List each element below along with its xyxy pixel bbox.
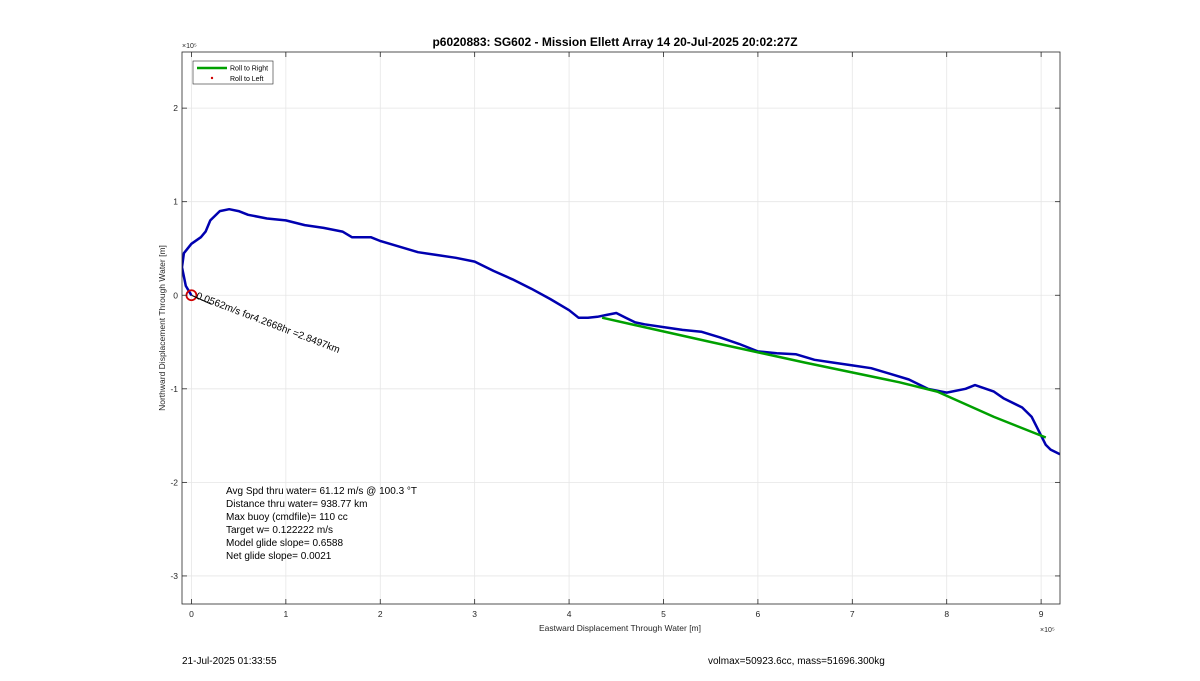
- legend: Roll to Right Roll to Left: [192, 60, 274, 85]
- x-tick-label: 5: [661, 609, 666, 619]
- x-axis-label: Eastward Displacement Through Water [m]: [539, 623, 701, 633]
- stats-model-glide-slope: Model glide slope= 0.6588: [226, 538, 343, 549]
- stats-net-glide-slope: Net glide slope= 0.0021: [226, 551, 332, 562]
- legend-label-roll-right: Roll to Right: [230, 66, 268, 73]
- plot-frame: [181, 51, 1061, 605]
- stats-annotation: Avg Spd thru water= 61.12 m/s @ 100.3 °T…: [226, 486, 417, 562]
- y-axis-exponent: ×10⁵: [182, 43, 197, 50]
- chart-title: p6020883: SG602 - Mission Ellett Array 1…: [432, 35, 797, 49]
- y-tick-label: 0: [173, 290, 178, 300]
- x-tick-label: 6: [756, 609, 761, 619]
- legend-swatch-roll-left: [210, 76, 214, 80]
- series-roll-right-line: [601, 316, 1047, 439]
- stats-max-buoy: Max buoy (cmdfile)= 110 cc: [226, 512, 348, 523]
- x-tick-label: 9: [1039, 609, 1044, 619]
- y-tick-label: -3: [170, 571, 178, 581]
- legend-label-roll-left: Roll to Left: [230, 76, 264, 83]
- tick-layer: 0 1 2 3 4 5 6 7 8 9 -3 -2 -1 0 1 2: [170, 52, 1060, 619]
- footer-volmax-mass: volmax=50923.6cc, mass=51696.300kg: [708, 656, 885, 667]
- x-axis-exponent: ×10⁵: [1040, 627, 1055, 634]
- stats-target-w: Target w= 0.122222 m/s: [226, 525, 333, 536]
- x-tick-label: 3: [472, 609, 477, 619]
- x-tick-label: 7: [850, 609, 855, 619]
- stats-avg-speed: Avg Spd thru water= 61.12 m/s @ 100.3 °T: [226, 486, 417, 497]
- x-tick-label: 4: [567, 609, 572, 619]
- x-tick-label: 0: [189, 609, 194, 619]
- current-vector: [191, 294, 212, 305]
- y-tick-label: 2: [173, 103, 178, 113]
- stats-distance: Distance thru water= 938.77 km: [226, 499, 367, 510]
- footer-timestamp: 21-Jul-2025 01:33:55: [182, 656, 277, 667]
- y-tick-label: -1: [170, 384, 178, 394]
- x-tick-label: 8: [944, 609, 949, 619]
- y-tick-label: -2: [170, 477, 178, 487]
- y-tick-label: 1: [173, 197, 178, 207]
- x-tick-label: 1: [283, 609, 288, 619]
- y-axis-label: Northward Displacement Through Water [m]: [157, 245, 167, 411]
- x-tick-label: 2: [378, 609, 383, 619]
